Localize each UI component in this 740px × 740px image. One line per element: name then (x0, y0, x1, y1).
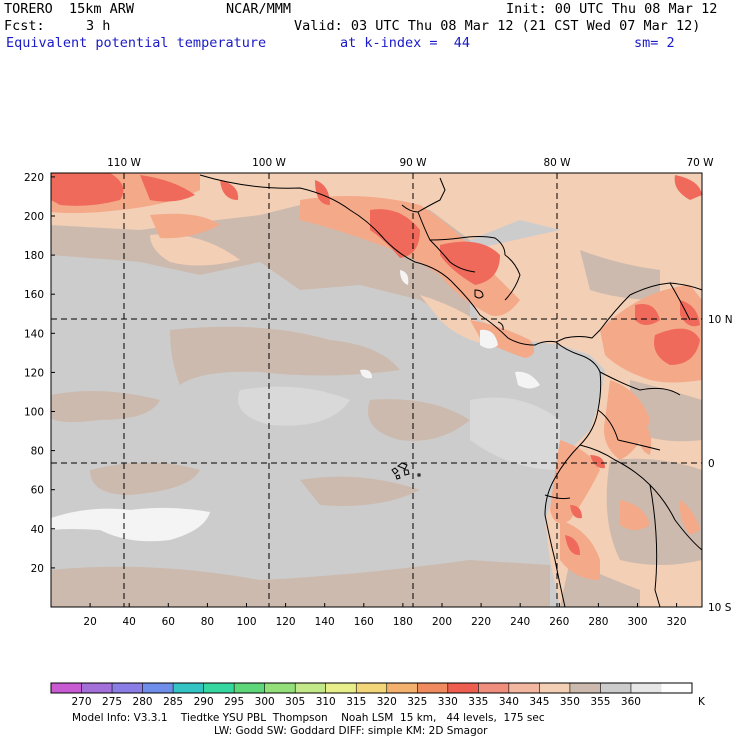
lon-label-100w: 100 W (252, 157, 286, 169)
colorbar-label: 355 (590, 696, 610, 708)
colorbar-swatch (142, 683, 174, 693)
init-time: Init: 00 UTC Thu 08 Mar 12 (506, 1, 718, 17)
colorbar-swatch (356, 683, 388, 693)
colorbar-label: 295 (224, 696, 244, 708)
y-tick-label: 60 (31, 485, 44, 497)
model-name: TORERO 15km ARW (4, 1, 135, 17)
colorbar-unit: K (698, 696, 706, 708)
y-tick-label: 200 (24, 211, 44, 223)
colorbar-swatch (173, 683, 205, 693)
y-tick-label: 40 (31, 524, 44, 536)
colorbar-label: 310 (316, 696, 336, 708)
colorbar-swatch (112, 683, 144, 693)
x-tick-label: 200 (432, 616, 452, 628)
colorbar-swatch (295, 683, 327, 693)
x-tick-label: 280 (588, 616, 608, 628)
model-info: Model Info: V3.3.1 Tiedtke YSU PBL Thomp… (72, 712, 545, 724)
colorbar-frame (50, 682, 693, 694)
colorbar-label: 350 (560, 696, 580, 708)
colorbar-label: 280 (133, 696, 153, 708)
x-tick-label: 60 (162, 616, 175, 628)
lat-label-10n: 10 N (708, 314, 733, 326)
lon-label-110w: 110 W (107, 157, 141, 169)
x-tick-label: 140 (315, 616, 335, 628)
y-tick-label: 180 (24, 250, 44, 262)
colorbar-label: 320 (377, 696, 397, 708)
graticule (51, 173, 702, 607)
coastlines (199, 174, 703, 608)
y-tick-label: 120 (24, 367, 44, 379)
colorbar-swatch (600, 683, 632, 693)
map-frame (50, 172, 703, 608)
colorbar-label: 360 (621, 696, 641, 708)
y-tick-label: 100 (24, 407, 44, 419)
y-tick-label: 160 (24, 289, 44, 301)
x-tick-label: 240 (510, 616, 530, 628)
colorbar-swatch (386, 683, 418, 693)
colorbar-swatch (630, 683, 662, 693)
colorbar-swatch (234, 683, 266, 693)
colorbar-label: 305 (285, 696, 305, 708)
colorbar-swatch (325, 683, 357, 693)
lat-label-10s: 10 S (708, 602, 732, 614)
colorbar-label: 300 (255, 696, 275, 708)
colorbar-swatch (447, 683, 479, 693)
colorbar-swatch (661, 683, 693, 693)
y-tick-label: 80 (31, 446, 44, 458)
colorbar-label: 325 (407, 696, 427, 708)
field-title: Equivalent potential temperature (6, 35, 267, 51)
colorbar-swatch (264, 683, 296, 693)
forecast-label: Fcst: (4, 18, 45, 34)
lon-label-80w: 80 W (543, 157, 571, 169)
colorbar-label: 275 (102, 696, 122, 708)
x-tick-label: 160 (354, 616, 374, 628)
colorbar-label: 290 (194, 696, 214, 708)
colorbar-label: 270 (72, 696, 92, 708)
x-axis: 20 40 60 80 100 120 140 160 180 200 220 240 260 280 30… (83, 603, 687, 628)
valid-time: Valid: 03 UTC Thu 08 Mar 12 (21 CST Wed … (294, 18, 701, 34)
x-tick-label: 260 (549, 616, 569, 628)
colorbar-swatch (569, 683, 601, 693)
forecast-hours: 3 h (86, 18, 111, 34)
x-tick-label: 320 (667, 616, 687, 628)
x-tick-label: 100 (236, 616, 256, 628)
colorbar-swatch (51, 683, 83, 693)
y-tick-label: 20 (31, 563, 44, 575)
y-tick-label: 220 (24, 172, 44, 184)
center-name: NCAR/MMM (226, 1, 292, 17)
lat-label-equator: 0 (708, 458, 715, 470)
colorbar-label: 330 (438, 696, 458, 708)
colorbar-label: 315 (346, 696, 366, 708)
x-tick-label: 20 (83, 616, 96, 628)
colorbar-swatch (203, 683, 235, 693)
y-tick-label: 140 (24, 328, 44, 340)
x-tick-label: 220 (471, 616, 491, 628)
x-tick-label: 120 (276, 616, 296, 628)
level-label: at k-index = 44 (340, 35, 471, 51)
x-tick-label: 180 (393, 616, 413, 628)
x-tick-label: 40 (123, 616, 136, 628)
colorbar-label: 345 (529, 696, 549, 708)
colorbar-swatch (508, 683, 540, 693)
physics-info: LW: Godd SW: Goddard DIFF: simple KM: 2D… (214, 725, 488, 737)
colorbar-label: 285 (163, 696, 183, 708)
colorbar-swatch (478, 683, 510, 693)
colorbar-label: 335 (468, 696, 488, 708)
lon-label-70w: 70 W (686, 157, 714, 169)
x-tick-label: 80 (201, 616, 214, 628)
lon-label-90w: 90 W (399, 157, 427, 169)
y-axis: 20 40 60 80 100 120 140 160 180 200 220 (24, 172, 55, 575)
colorbar-swatch (539, 683, 571, 693)
colorbar-label: 340 (499, 696, 519, 708)
colorbar-swatch (81, 683, 113, 693)
colorbar: 270 275 280 285 290 295 300 305 310 315 320 325 330 3… (50, 682, 693, 708)
colorbar-swatch (417, 683, 449, 693)
shaded-field (51, 173, 702, 607)
smoothing-label: sm= 2 (634, 35, 675, 51)
x-tick-label: 300 (627, 616, 647, 628)
